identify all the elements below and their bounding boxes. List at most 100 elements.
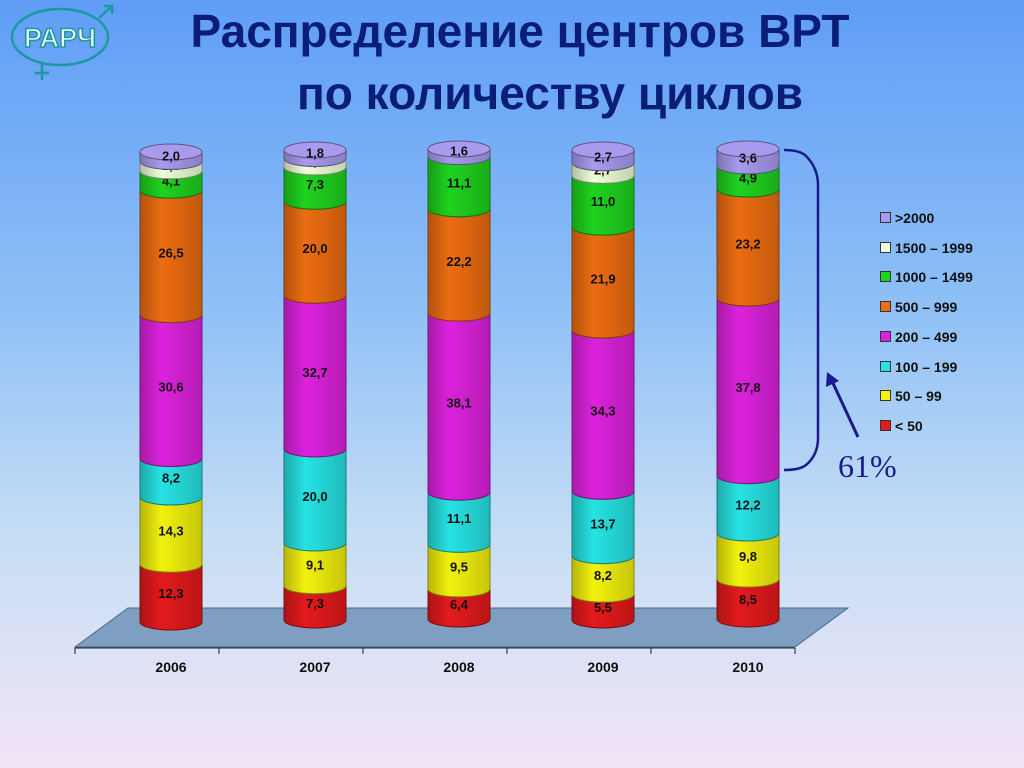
bar-cap — [716, 140, 780, 158]
bar-body — [571, 490, 635, 565]
data-label-2010->2000: 3,6 — [739, 150, 757, 165]
legend-item-200 – 499: 200 – 499 — [880, 329, 957, 345]
data-label-2007-200 – 499: 32,7 — [302, 365, 327, 380]
bar-2007: 7,39,120,032,720,07,31,81,8 — [283, 141, 347, 629]
bar-segment-2006->2000: 2,0 — [139, 143, 203, 170]
data-label-2007->2000: 1,8 — [306, 145, 324, 160]
bar-segment-2007-200 – 499: 32,7 — [283, 286, 347, 458]
data-label-2008-100 – 199: 11,1 — [447, 511, 472, 526]
bar-body — [427, 543, 491, 598]
legend-label: 1500 – 1999 — [895, 239, 973, 256]
data-label-2008-1000 – 1499: 11,1 — [447, 176, 472, 191]
data-label-2009-< 50: 5,5 — [594, 600, 612, 615]
bar-body — [139, 563, 203, 631]
bar-body — [283, 294, 347, 458]
legend-swatch — [880, 241, 891, 253]
annotation-61-percent: 61% — [838, 448, 897, 484]
bar-body — [571, 174, 635, 236]
data-label-2009-1000 – 1499: 11,0 — [591, 194, 616, 209]
legend-swatch — [880, 390, 891, 402]
bar-segment-2006-500 – 999: 26,5 — [139, 181, 203, 324]
data-label-2006-< 50: 12,3 — [158, 586, 183, 601]
page-subtitle: по количеству циклов — [297, 67, 803, 119]
bar-segment-2009->2000: 2,7 — [571, 141, 635, 172]
bar-body — [571, 593, 635, 629]
data-label-2006-100 – 199: 8,2 — [162, 471, 180, 486]
legend-swatch — [880, 301, 891, 313]
bar-2009: 5,58,213,734,321,911,02,72,7 — [571, 141, 635, 629]
legend-swatch — [880, 330, 891, 342]
data-label-2006-200 – 499: 30,6 — [158, 380, 183, 395]
data-label-2007-100 – 199: 20,0 — [302, 489, 327, 504]
bar-2008: 6,4 9,5 11,1 38,1 22,2 11,1 1,6 — [427, 140, 491, 628]
page-title: Распределение центров ВРТ — [190, 5, 850, 57]
bar-body — [716, 165, 780, 198]
legend-label: >2000 — [895, 210, 935, 226]
legend-label: < 50 — [895, 417, 923, 434]
data-label-2010-< 50: 8,5 — [739, 592, 757, 607]
data-label-2007-50 – 99: 9,1 — [306, 557, 324, 572]
rarch-logo: РАРЧ — [10, 4, 114, 80]
legend-swatch — [880, 360, 891, 372]
data-label-2010-200 – 499: 37,8 — [735, 380, 760, 395]
data-label-2009->2000: 2,7 — [594, 150, 612, 165]
x-tick-label-2006: 2006 — [155, 659, 186, 675]
bar-body — [716, 578, 780, 628]
data-label-2010-50 – 99: 9,8 — [739, 549, 757, 564]
bar-body — [427, 156, 491, 218]
bar-cap — [571, 141, 635, 159]
data-label-2007-< 50: 7,3 — [306, 596, 324, 611]
bar-body — [139, 457, 203, 506]
legend-item-< 50: < 50 — [880, 418, 923, 434]
bar-body — [283, 200, 347, 304]
legend-item-100 – 199: 100 – 199 — [880, 359, 957, 375]
data-label-2008->2000: 1,6 — [450, 144, 468, 159]
bar-body — [716, 188, 780, 307]
bar-segment-2010-500 – 999: 23,2 — [716, 180, 780, 307]
bar-body — [427, 312, 491, 501]
bar-cap — [139, 143, 203, 161]
legend-label: 200 – 499 — [895, 328, 958, 345]
legend-item-1500 – 1999: 1500 – 1999 — [880, 240, 973, 256]
bar-body — [427, 208, 491, 322]
data-label-2009-500 – 999: 21,9 — [590, 272, 615, 287]
bar-body — [571, 226, 635, 339]
data-label-2006-500 – 999: 26,5 — [158, 245, 183, 260]
bar-body — [283, 542, 347, 595]
bar-body — [427, 588, 491, 628]
bar-body — [283, 166, 347, 210]
bar-2006: 12,314,38,230,626,54,12,02,0 — [139, 143, 203, 631]
legend-item->2000: >2000 — [880, 210, 934, 226]
data-label-2008-200 – 499: 38,1 — [446, 396, 471, 411]
data-label-2010-100 – 199: 12,2 — [735, 497, 760, 512]
x-tick-label-2008: 2008 — [443, 659, 474, 675]
bar-body — [139, 189, 203, 324]
bar-body — [283, 448, 347, 552]
bar-body — [716, 475, 780, 542]
data-label-2007-1000 – 1499: 7,3 — [306, 177, 324, 192]
bar-segment-2006-200 – 499: 30,6 — [139, 306, 203, 467]
data-label-2006->2000: 2,0 — [162, 148, 180, 163]
legend-swatch — [880, 419, 891, 431]
data-label-2009-50 – 99: 8,2 — [594, 568, 612, 583]
bar-body — [427, 491, 491, 553]
bar-body — [139, 496, 203, 573]
bar-body — [716, 297, 780, 485]
x-tick-label-2009: 2009 — [587, 659, 618, 675]
bar-body — [716, 532, 780, 588]
bar-cap — [427, 140, 491, 158]
bracket-200-plus — [783, 148, 820, 472]
annotation-arrow — [830, 380, 860, 438]
data-label-2006-50 – 99: 14,3 — [158, 524, 183, 539]
bar-body — [571, 329, 635, 500]
legend-label: 100 – 199 — [895, 358, 958, 375]
legend-item-1000 – 1499: 1000 – 1499 — [880, 269, 973, 285]
legend-swatch — [880, 212, 891, 223]
data-label-2007-500 – 999: 20,0 — [302, 241, 327, 256]
bar-2010: 8,59,812,237,823,24,93,6 — [716, 140, 780, 628]
data-label-2008-50 – 99: 9,5 — [450, 560, 468, 575]
data-label-2009-100 – 199: 13,7 — [590, 516, 615, 531]
legend-item-500 – 999: 500 – 999 — [880, 299, 957, 315]
bar-segment-2007->2000: 1,8 — [283, 141, 347, 167]
legend-label: 1000 – 1499 — [895, 269, 973, 286]
